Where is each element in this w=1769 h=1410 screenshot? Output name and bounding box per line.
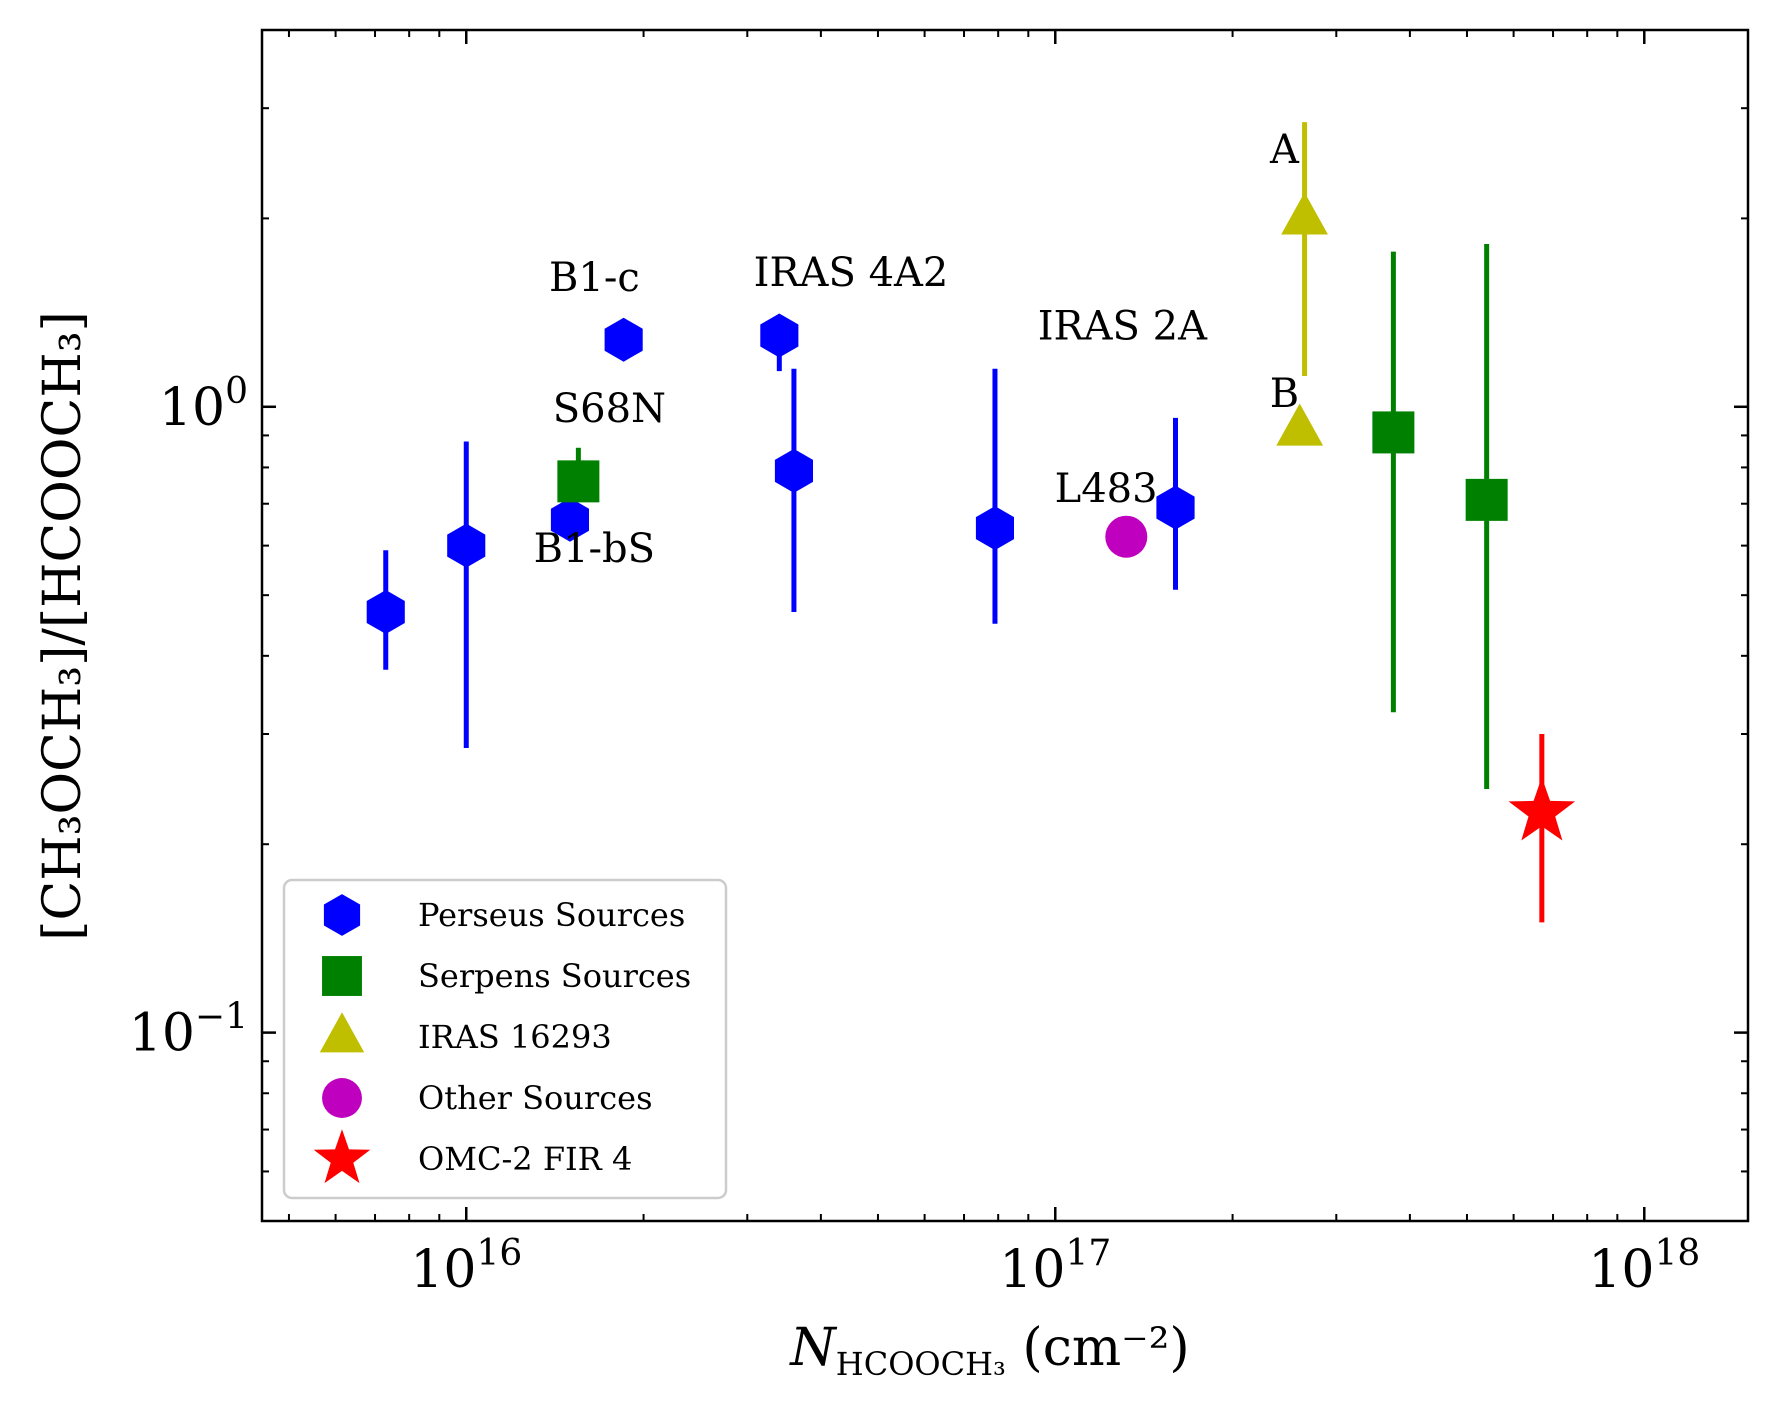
plot-frame (260, 28, 1750, 1223)
legend-hexagon-icon (323, 894, 361, 936)
legend-label: Perseus Sources (418, 896, 685, 934)
annotation-label: B1-bS (534, 526, 655, 572)
annotation-label: IRAS 4A2 (754, 250, 949, 296)
legend-label: Other Sources (418, 1079, 652, 1117)
square-marker (1372, 411, 1415, 454)
x-tick-label: 1017 (999, 1233, 1111, 1300)
hexagon-marker (774, 448, 813, 493)
hexagon-marker (975, 506, 1014, 551)
hexagon-marker (550, 497, 589, 542)
legend: Perseus Sources Serpens Sources IRAS 16293… (282, 878, 728, 1200)
axis-labels: NHCOOCH₃ (cm⁻²) [CH₃OCH₃]/[HCOOCH₃] (33, 311, 1190, 1383)
y-tick-label: 10−1 (129, 997, 248, 1064)
legend-box (282, 878, 728, 1200)
legend-triangle-icon (319, 1012, 365, 1053)
circle-marker (1105, 515, 1148, 558)
hexagon-marker (760, 313, 799, 358)
legend-label: OMC-2 FIR 4 (418, 1140, 632, 1178)
triangle-marker (1276, 403, 1324, 446)
star-marker (1508, 777, 1576, 841)
annotation-label: A (1269, 127, 1300, 173)
legend-star-icon (313, 1129, 371, 1184)
hexagon-marker (366, 590, 405, 634)
y-axis-label: [CH₃OCH₃]/[HCOOCH₃] (33, 311, 93, 941)
legend-item: OMC-2 FIR 4 (313, 1129, 632, 1184)
legend-item: Other Sources (322, 1078, 652, 1118)
legend-label: Serpens Sources (418, 957, 691, 995)
legend-item: IRAS 16293 (319, 1012, 612, 1056)
tick-layer: 1016 1017 1018 100 10−1 (129, 29, 1748, 1300)
annotation-label: IRAS 2A (1038, 304, 1208, 350)
y-tick-label: 100 (159, 371, 248, 438)
legend-item: Perseus Sources (323, 894, 685, 936)
hexagon-marker (447, 523, 486, 568)
legend-circle-icon (322, 1078, 362, 1118)
x-axis-label: NHCOOCH₃ (cm⁻²) (788, 1318, 1189, 1383)
marker-layer (366, 192, 1576, 841)
x-tick-label: 1016 (410, 1233, 522, 1300)
square-marker (557, 460, 600, 503)
legend-label: IRAS 16293 (418, 1018, 612, 1056)
square-marker (1465, 478, 1508, 521)
legend-item: Serpens Sources (322, 956, 691, 996)
hexagon-marker (604, 317, 643, 362)
x-tick-label: 1018 (1588, 1233, 1700, 1300)
triangle-marker (1281, 192, 1328, 235)
annotation-label: B1-c (549, 255, 640, 301)
legend-square-icon (322, 956, 362, 996)
annotation-layer: B1-c IRAS 4A2 IRAS 2A S68N B1-bS L483 A B (534, 127, 1300, 572)
annotation-label: S68N (553, 386, 666, 432)
annotation-label: B (1270, 371, 1299, 417)
annotation-label: L483 (1055, 466, 1158, 512)
hexagon-marker (1156, 485, 1195, 530)
